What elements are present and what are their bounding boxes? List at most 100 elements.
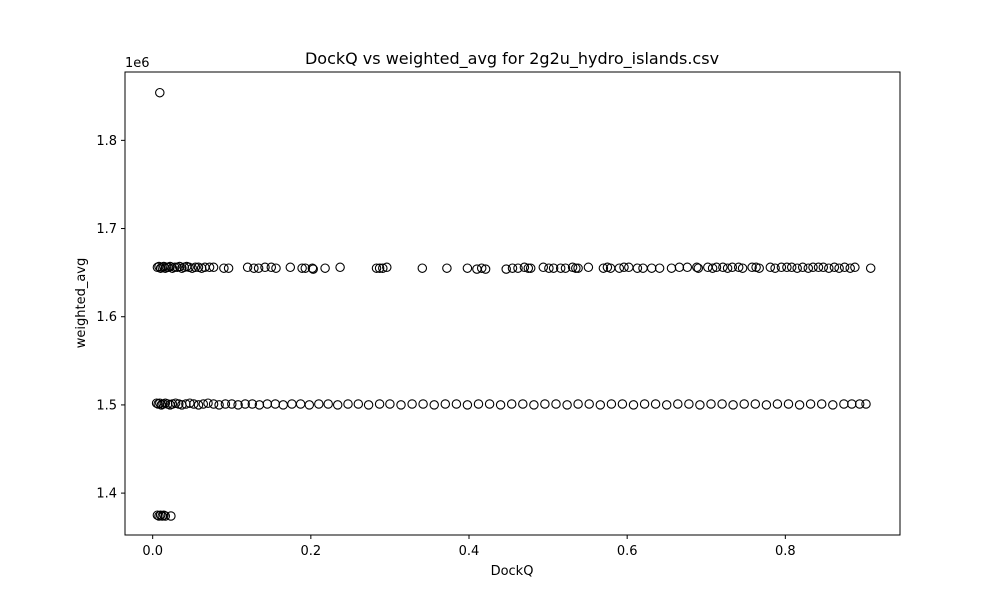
data-point <box>828 400 838 410</box>
data-point <box>353 399 364 409</box>
data-point <box>385 399 395 409</box>
data-point <box>190 262 201 273</box>
data-point <box>571 263 581 273</box>
data-point <box>632 263 643 273</box>
data-point <box>818 262 829 273</box>
data-point <box>673 399 683 409</box>
data-point <box>363 400 374 410</box>
data-point <box>271 263 281 273</box>
data-point <box>223 263 234 273</box>
data-point <box>639 399 650 409</box>
data-point <box>418 399 428 409</box>
data-point <box>718 262 728 273</box>
data-point <box>728 400 738 410</box>
data-point <box>693 263 704 273</box>
data-point <box>711 262 722 273</box>
data-point <box>595 400 606 410</box>
data-point <box>160 511 171 521</box>
data-point <box>295 399 306 409</box>
data-point <box>193 400 204 410</box>
data-point <box>507 263 518 273</box>
data-point <box>407 399 417 409</box>
data-point <box>624 262 634 273</box>
data-point <box>307 263 318 273</box>
data-point <box>285 262 296 273</box>
data-point <box>335 262 345 273</box>
data-point <box>462 400 473 410</box>
data-point <box>308 264 318 274</box>
data-point <box>214 400 224 410</box>
x-axis: 0.0 0.2 0.4 0.6 0.8 <box>142 535 796 559</box>
data-point <box>451 399 462 409</box>
chart-title: DockQ vs weighted_avg for 2g2u_hydro_isl… <box>305 49 719 69</box>
data-point <box>770 263 780 273</box>
data-point <box>619 262 629 273</box>
data-point <box>260 262 270 273</box>
data-point <box>560 263 571 273</box>
data-point <box>792 263 802 273</box>
data-point <box>803 263 814 273</box>
data-point <box>442 263 452 273</box>
data-point <box>772 399 783 409</box>
data-point <box>155 87 165 98</box>
data-point <box>646 263 657 273</box>
data-point <box>684 399 694 409</box>
data-point <box>332 400 343 410</box>
data-point <box>666 263 677 273</box>
data-point <box>266 262 277 273</box>
data-point <box>189 399 199 409</box>
data-point <box>674 262 685 273</box>
data-point <box>839 399 849 409</box>
data-point <box>847 399 857 409</box>
data-point <box>473 399 484 409</box>
data-point <box>650 399 661 409</box>
data-point <box>371 263 382 273</box>
data-point <box>417 263 428 273</box>
data-point <box>617 399 628 409</box>
data-point <box>155 510 166 520</box>
data-point <box>513 263 523 273</box>
data-point <box>343 399 353 409</box>
data-point <box>834 263 844 273</box>
data-point <box>518 399 528 409</box>
data-point <box>185 398 195 408</box>
data-point <box>382 262 392 273</box>
x-tick-label: 0.6 <box>617 544 638 559</box>
data-point <box>739 399 749 409</box>
data-point <box>850 262 860 273</box>
data-point <box>529 400 539 410</box>
data-point <box>166 511 176 521</box>
data-point <box>480 264 491 274</box>
data-point <box>562 400 572 410</box>
y-tick-label: 1.4 <box>96 487 117 502</box>
data-point <box>813 262 824 273</box>
data-point <box>506 399 517 409</box>
data-point <box>278 400 288 410</box>
data-point <box>198 399 209 409</box>
x-tick-label: 0.4 <box>459 544 480 559</box>
data-point <box>839 262 850 273</box>
data-point <box>692 262 702 273</box>
data-point <box>378 263 388 273</box>
data-point <box>717 399 727 409</box>
data-point <box>484 399 495 409</box>
data-point <box>808 262 818 273</box>
data-point <box>204 262 215 273</box>
data-point <box>320 263 330 273</box>
data-point <box>544 263 554 273</box>
data-points <box>151 87 876 521</box>
data-point <box>247 399 258 409</box>
data-point <box>154 511 164 521</box>
data-point <box>501 264 511 274</box>
data-point <box>786 262 797 273</box>
data-point <box>208 262 219 273</box>
data-point <box>323 399 333 409</box>
data-point <box>538 262 549 273</box>
data-point <box>765 262 776 273</box>
data-point <box>805 399 816 409</box>
data-point <box>638 263 648 273</box>
data-point <box>227 399 237 409</box>
data-point <box>240 399 250 409</box>
data-point <box>525 263 536 273</box>
data-point <box>573 263 583 273</box>
